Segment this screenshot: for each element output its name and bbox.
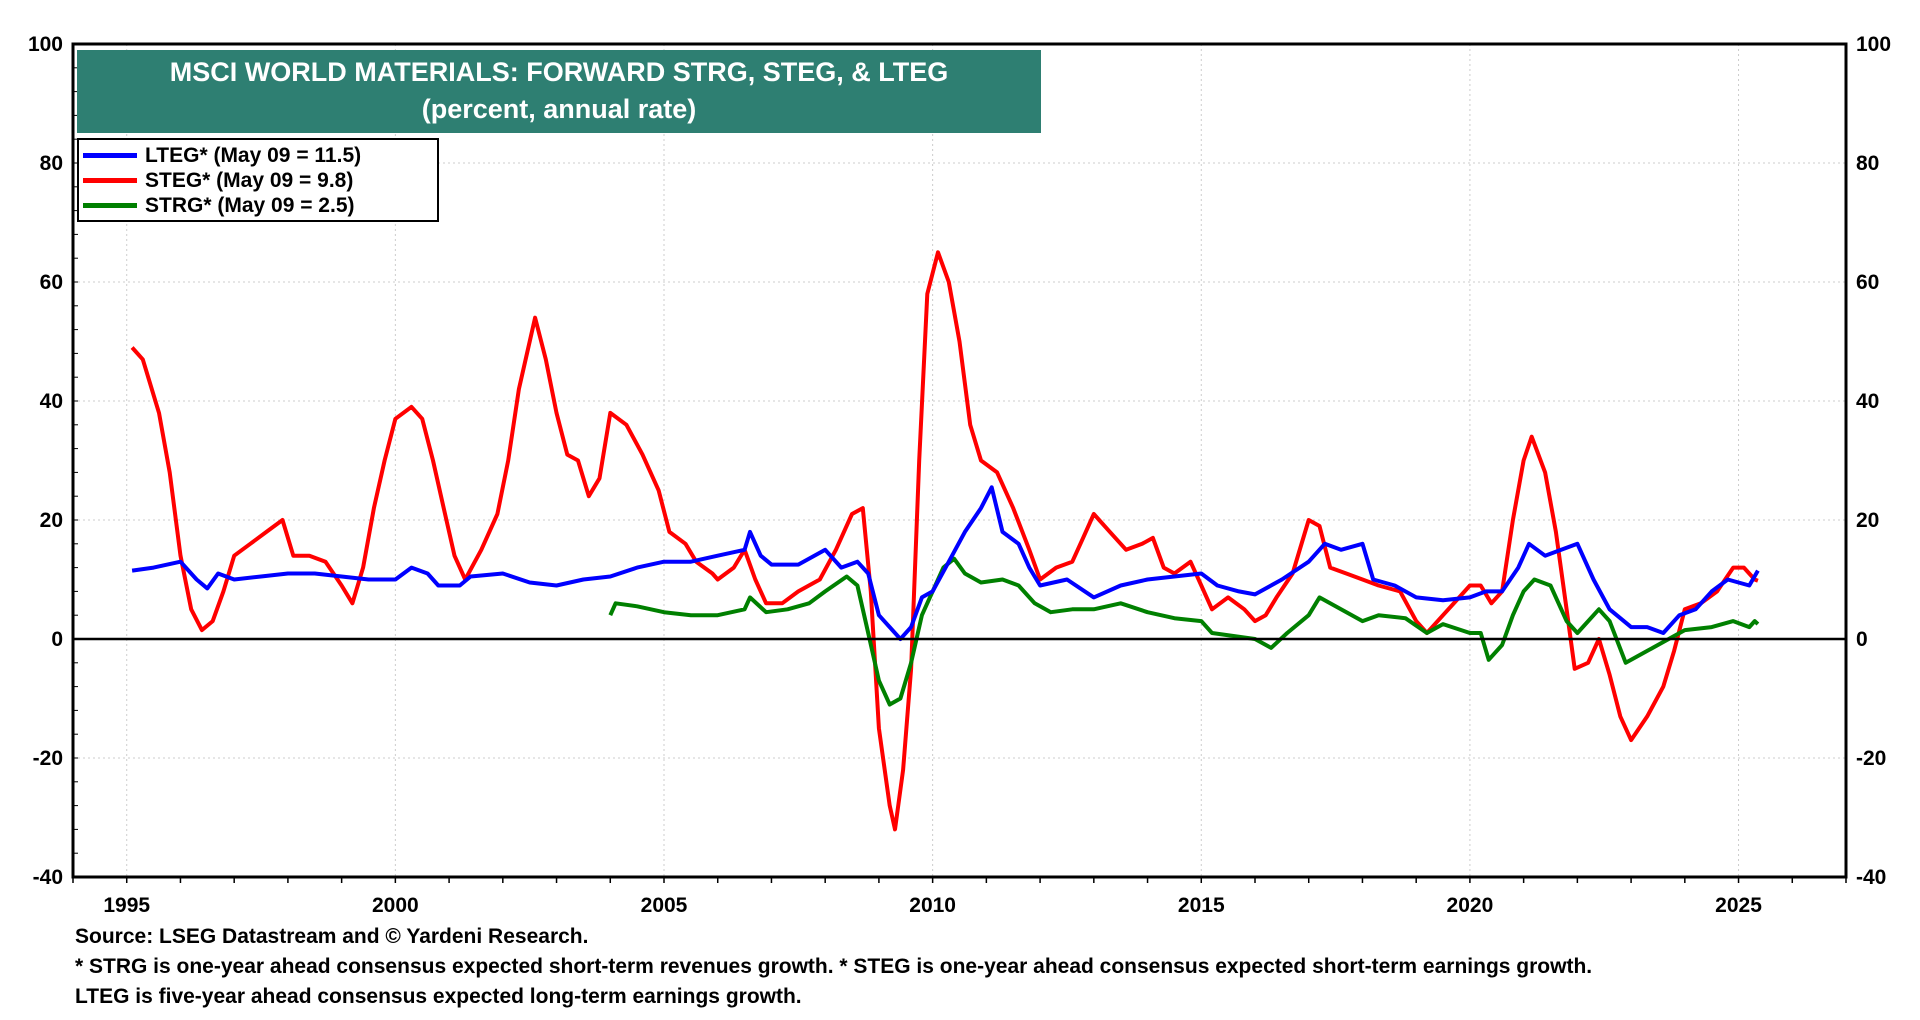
y-tick-label-left: 80 (40, 152, 63, 175)
legend-item-steg: STEG* (May 09 = 9.8) (83, 168, 437, 193)
y-tick-label-left: 0 (51, 628, 63, 651)
legend-item-strg: STRG* (May 09 = 2.5) (83, 193, 437, 218)
x-tick-label: 2010 (909, 894, 956, 917)
plot-frame (71, 42, 1848, 879)
legend-swatch-strg (83, 203, 137, 208)
chart-subtitle: (percent, annual rate) (421, 94, 697, 124)
y-tick-label-right: 20 (1856, 509, 1879, 532)
y-tick-label-left: -40 (33, 866, 63, 889)
chart-title: MSCI WORLD MATERIALS: FORWARD STRG, STEG… (169, 57, 949, 87)
x-tick-label: 2000 (372, 894, 419, 917)
y-tick-label-right: 0 (1856, 628, 1868, 651)
legend-item-lteg: LTEG* (May 09 = 11.5) (83, 143, 437, 168)
legend-label-lteg: LTEG* (May 09 = 11.5) (145, 143, 362, 167)
x-tick-label: 1995 (103, 894, 150, 917)
y-tick-label-left: 40 (40, 390, 63, 413)
definition-note-1: * STRG is one-year ahead consensus expec… (75, 955, 1593, 978)
y-tick-label-left: 60 (40, 271, 63, 294)
legend: LTEG* (May 09 = 11.5) STEG* (May 09 = 9.… (77, 138, 439, 222)
legend-swatch-lteg (83, 153, 137, 158)
lteg-line (131, 485, 1760, 641)
y-tick-label-left: 100 (28, 33, 63, 56)
definition-note-2: LTEG is five-year ahead consensus expect… (75, 985, 802, 1008)
legend-label-strg: STRG* (May 09 = 2.5) (145, 193, 355, 217)
y-tick-label-right: 60 (1856, 271, 1879, 294)
source-note: Source: LSEG Datastream and © Yardeni Re… (75, 925, 589, 948)
chart-title-box: MSCI WORLD MATERIALS: FORWARD STRG, STEG… (77, 50, 1041, 133)
steg-line (130, 250, 1759, 832)
strg-line (608, 556, 1760, 707)
y-tick-label-right: 80 (1856, 152, 1879, 175)
y-tick-label-left: -20 (33, 747, 63, 770)
y-tick-label-left: 20 (40, 509, 63, 532)
x-tick-label: 2005 (641, 894, 688, 917)
x-tick-label: 2015 (1178, 894, 1225, 917)
legend-swatch-steg (83, 178, 137, 183)
y-tick-label-right: 40 (1856, 390, 1879, 413)
y-tick-label-right: -20 (1856, 747, 1886, 770)
legend-label-steg: STEG* (May 09 = 9.8) (145, 168, 354, 192)
y-tick-label-right: -40 (1856, 866, 1886, 889)
y-tick-label-right: 100 (1856, 33, 1891, 56)
footnotes: Source: LSEG Datastream and © Yardeni Re… (75, 922, 1592, 1012)
x-tick-label: 2020 (1447, 894, 1494, 917)
series-lines (130, 250, 1760, 832)
x-tick-label: 2025 (1715, 894, 1762, 917)
